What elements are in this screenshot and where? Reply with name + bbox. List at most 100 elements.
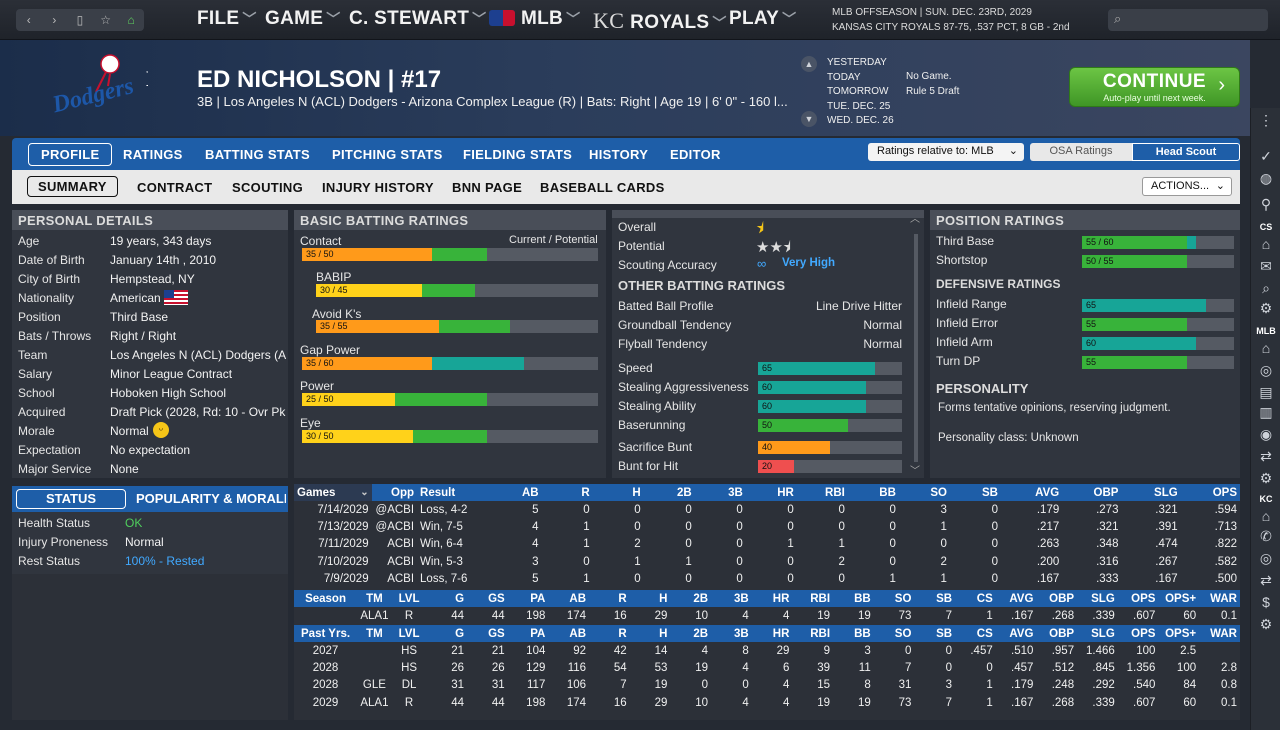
tab-history[interactable]: HISTORY: [589, 147, 649, 162]
column-header[interactable]: G: [426, 590, 468, 607]
column-header[interactable]: WAR: [1199, 625, 1240, 642]
gear-icon[interactable]: ⚙: [1259, 470, 1273, 486]
location-icon[interactable]: ◎: [1259, 362, 1273, 378]
column-header[interactable]: Season: [294, 590, 358, 607]
column-header[interactable]: OPS+: [1158, 590, 1200, 607]
scroll-down-icon[interactable]: ﹀: [910, 466, 920, 477]
column-header[interactable]: Games ⌄: [294, 484, 372, 501]
tab-contract[interactable]: CONTRACT: [137, 180, 213, 195]
column-header[interactable]: 3B: [711, 625, 752, 642]
column-header[interactable]: HR: [751, 625, 793, 642]
forward-icon[interactable]: ›: [52, 13, 57, 27]
column-header[interactable]: SLG: [1077, 625, 1118, 642]
table-row[interactable]: ALA1 R 44 44 198 174 16 29 10 4 4 19 19 73 7 1.167.268.…: [294, 607, 1240, 624]
column-header[interactable]: 2B: [670, 625, 712, 642]
column-header[interactable]: R: [589, 625, 630, 642]
column-header[interactable]: H: [629, 590, 671, 607]
home-icon[interactable]: ⌂: [1261, 236, 1271, 252]
continue-button[interactable]: CONTINUE Auto-play until next week. ›: [1069, 67, 1240, 107]
head-scout-toggle[interactable]: Head Scout: [1132, 143, 1240, 161]
tab-scouting[interactable]: SCOUTING: [232, 180, 304, 195]
home-icon[interactable]: ⌂: [127, 13, 135, 27]
dots-icon[interactable]: ⋮: [1259, 112, 1273, 128]
menu-team[interactable]: KC ROYALS ﹀: [593, 8, 727, 33]
tab-fielding-stats[interactable]: FIELDING STATS: [463, 147, 573, 162]
osa-ratings-toggle[interactable]: OSA Ratings: [1030, 143, 1132, 161]
tab-status[interactable]: STATUS: [16, 489, 126, 509]
pin-icon[interactable]: ⚲: [1260, 196, 1272, 212]
card-icon[interactable]: ▤: [1259, 384, 1273, 400]
menu-league[interactable]: MLB ﹀: [489, 8, 580, 30]
column-header[interactable]: AB: [548, 590, 590, 607]
column-header[interactable]: AVG: [1001, 484, 1063, 501]
gear-icon[interactable]: ⚙: [1259, 616, 1273, 632]
table-row[interactable]: 7/13/2029 @ACBI Win, 7-5 4 1 0 0 0 0 0 0 1 0 .217 .321…: [294, 518, 1240, 535]
tab-ratings[interactable]: RATINGS: [123, 147, 183, 162]
column-header[interactable]: BB: [833, 590, 874, 607]
mail-icon[interactable]: ✉: [1260, 258, 1272, 274]
table-row[interactable]: 2027 HS 21 21 104 92 42 14 4 8 29 9 3 0 0 .457 .510 .957 1…: [294, 642, 1240, 659]
column-header[interactable]: AB: [548, 625, 590, 642]
column-header[interactable]: TM: [357, 625, 392, 642]
schedule-down-icon[interactable]: ▼: [801, 111, 817, 127]
tab-editor[interactable]: EDITOR: [670, 147, 721, 162]
table-row[interactable]: 2029 ALA1 R 44 44 198 174 16 29 10 4 4 19 19 73 7 1.167.…: [294, 694, 1240, 711]
column-header[interactable]: LVL: [391, 625, 427, 642]
column-header[interactable]: CS: [955, 590, 996, 607]
trade-icon[interactable]: ⇄: [1260, 448, 1272, 464]
gear-icon[interactable]: ⚙: [1259, 300, 1273, 316]
column-header[interactable]: PA: [507, 625, 549, 642]
table-row[interactable]: 7/9/2029 ACBI Loss, 7-6 5 1 0 0 0 0 0 1 1 0 .167 .333.…: [294, 570, 1240, 587]
menu-game[interactable]: GAME ﹀: [265, 8, 341, 29]
column-header[interactable]: AB: [480, 484, 542, 501]
tab-summary[interactable]: SUMMARY: [27, 176, 118, 197]
column-header[interactable]: CS: [955, 625, 996, 642]
table-row[interactable]: 7/10/2029 ACBI Win, 5-3 3 0 1 1 0 0 2 0 2 0 .200 .316.…: [294, 553, 1240, 570]
location-icon[interactable]: ◎: [1259, 550, 1273, 566]
globe-icon[interactable]: ◍: [1259, 170, 1273, 186]
column-header[interactable]: BB: [833, 625, 874, 642]
tab-batting-stats[interactable]: BATTING STATS: [205, 147, 310, 162]
column-header[interactable]: R: [589, 590, 630, 607]
column-header[interactable]: OPS: [1117, 625, 1159, 642]
table-row[interactable]: 7/14/2029 @ACBI Loss, 4-2 5 0 0 0 0 0 0 0 3 0 .179 .27…: [294, 501, 1240, 518]
schedule-up-icon[interactable]: ▲: [801, 56, 817, 72]
scrollbar[interactable]: [914, 234, 918, 462]
column-header[interactable]: 2B: [670, 590, 712, 607]
column-header[interactable]: Result: [417, 484, 481, 501]
tab-injury-history[interactable]: INJURY HISTORY: [322, 180, 434, 195]
column-header[interactable]: Past Yrs.: [294, 625, 358, 642]
column-header[interactable]: Opp: [371, 484, 418, 501]
scroll-up-icon[interactable]: ︿: [910, 214, 920, 225]
column-header[interactable]: R: [541, 484, 593, 501]
column-header[interactable]: OPS+: [1158, 625, 1200, 642]
column-header[interactable]: SB: [914, 625, 956, 642]
column-header[interactable]: WAR: [1199, 590, 1240, 607]
menu-manager[interactable]: C. STEWART ﹀: [349, 8, 487, 29]
tab-baseball-cards[interactable]: BASEBALL CARDS: [540, 180, 665, 195]
column-header[interactable]: OPS: [1117, 590, 1159, 607]
column-header[interactable]: RBI: [796, 484, 848, 501]
table-row[interactable]: 2028 GLE DL 31 31 117 106 7 19 0 0 4 15 8 31 3 1.179.248…: [294, 677, 1240, 694]
tab-popularity-morale[interactable]: POPULARITY & MORALE: [136, 491, 286, 506]
column-header[interactable]: AVG: [995, 625, 1037, 642]
window-icon[interactable]: ▯: [76, 13, 84, 27]
trade-icon[interactable]: ⇄: [1260, 572, 1272, 588]
ratings-relative-select[interactable]: Ratings relative to: MLB ⌄: [868, 143, 1024, 161]
column-header[interactable]: TM: [357, 590, 392, 607]
column-header[interactable]: GS: [467, 590, 508, 607]
column-header[interactable]: 2B: [643, 484, 695, 501]
tab-pitching-stats[interactable]: PITCHING STATS: [332, 147, 443, 162]
column-header[interactable]: SB: [914, 590, 956, 607]
actions-dropdown[interactable]: ACTIONS... ⌄: [1142, 177, 1232, 196]
menu-file[interactable]: FILE ﹀: [197, 8, 257, 29]
column-header[interactable]: G: [426, 625, 468, 642]
baseball-icon[interactable]: ◉: [1259, 426, 1273, 442]
column-header[interactable]: SO: [873, 590, 915, 607]
bookmark-icon[interactable]: ☆: [100, 13, 111, 27]
column-header[interactable]: SB: [949, 484, 1001, 501]
column-header[interactable]: OBP: [1036, 625, 1078, 642]
column-header[interactable]: SLG: [1121, 484, 1181, 501]
table-row[interactable]: 7/11/2029 ACBI Win, 6-4 4 1 2 0 0 1 1 0 0 0 .263 .348.…: [294, 536, 1240, 553]
column-header[interactable]: 3B: [711, 590, 752, 607]
